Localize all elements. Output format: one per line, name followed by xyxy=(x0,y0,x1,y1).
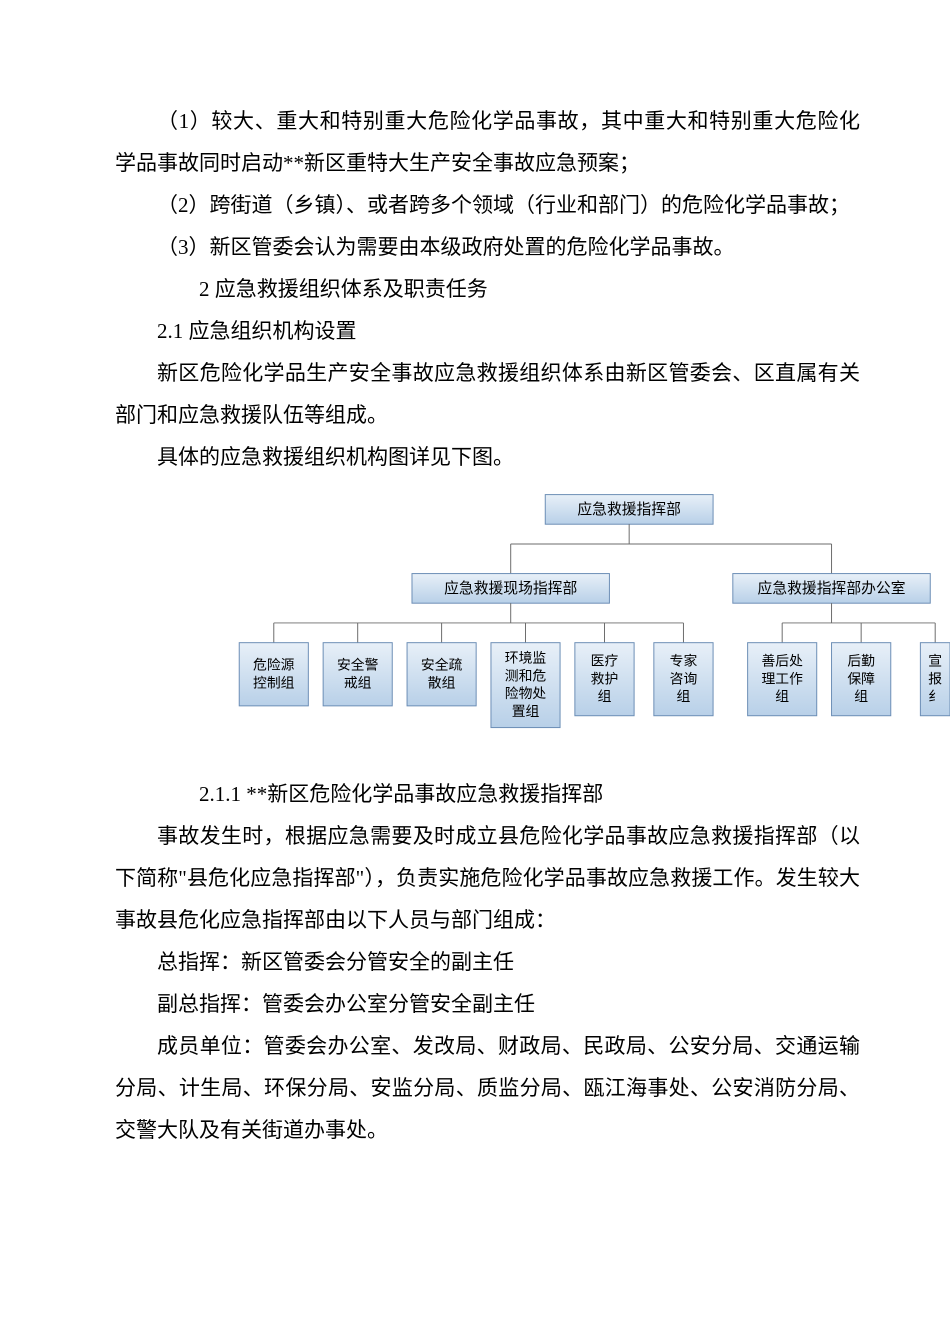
svg-text:宣: 宣 xyxy=(928,654,942,669)
section-title: 应急组织机构设置 xyxy=(189,319,357,343)
svg-text:咨询: 咨询 xyxy=(670,671,698,686)
svg-text:安全疏: 安全疏 xyxy=(421,657,463,673)
svg-text:保障: 保障 xyxy=(847,671,875,686)
svg-text:组: 组 xyxy=(854,689,868,704)
paragraph: （3）新区管委会认为需要由本级政府处置的危险化学品事故。 xyxy=(115,226,860,268)
svg-text:组: 组 xyxy=(598,689,612,704)
section-heading: 2.1.1 **新区危险化学品事故应急救援指挥部 xyxy=(115,773,860,815)
paragraph: 具体的应急救援组织机构图详见下图。 xyxy=(115,436,860,478)
section-heading: 2.1 应急组织机构设置 xyxy=(115,310,860,352)
svg-text:纟: 纟 xyxy=(928,689,942,704)
svg-text:应急救援指挥部: 应急救援指挥部 xyxy=(577,500,681,518)
section-number: 2.1.1 ** xyxy=(199,782,267,806)
svg-text:组: 组 xyxy=(677,689,691,704)
svg-text:危险源: 危险源 xyxy=(253,658,295,673)
svg-text:控制组: 控制组 xyxy=(253,675,295,690)
paragraph: （2）跨街道（乡镇）、或者跨多个领域（行业和部门）的危险化学品事故； xyxy=(115,184,860,226)
svg-text:环境监: 环境监 xyxy=(505,651,547,666)
svg-text:戒组: 戒组 xyxy=(344,675,372,690)
svg-text:后勤: 后勤 xyxy=(847,654,875,669)
svg-text:理工作: 理工作 xyxy=(761,671,803,686)
svg-text:组: 组 xyxy=(775,689,789,704)
svg-text:医疗: 医疗 xyxy=(591,654,619,669)
svg-text:善后处: 善后处 xyxy=(761,654,803,669)
svg-text:险物处: 险物处 xyxy=(505,686,547,701)
org-chart-svg: 应急救援指挥部应急救援现场指挥部 应急救援指挥部办公室危险源控制组 安全警戒组 安全疏… xyxy=(180,493,950,743)
svg-text:救护: 救护 xyxy=(591,671,619,686)
section-heading: 2 应急救援组织体系及职责任务 xyxy=(115,268,860,310)
svg-text:安全警: 安全警 xyxy=(337,657,379,673)
svg-text:报: 报 xyxy=(928,671,942,686)
svg-text:测和危: 测和危 xyxy=(505,668,547,683)
svg-text:置组: 置组 xyxy=(512,704,540,719)
paragraph: 成员单位：管委会办公室、发改局、财政局、民政局、公安分局、交通运输分局、计生局、… xyxy=(115,1025,860,1151)
chart-group: 应急救援指挥部应急救援现场指挥部 应急救援指挥部办公室危险源控制组 安全警戒组 安全疏… xyxy=(239,495,950,728)
section-number: 2.1 xyxy=(157,319,189,343)
paragraph: 总指挥：新区管委会分管安全的副主任 xyxy=(115,941,860,983)
paragraph: （1）较大、重大和特别重大危险化学品事故，其中重大和特别重大危险化学品事故同时启… xyxy=(115,100,860,184)
document-page: （1）较大、重大和特别重大危险化学品事故，其中重大和特别重大危险化学品事故同时启… xyxy=(0,0,950,1211)
svg-text:散组: 散组 xyxy=(428,675,456,690)
svg-text:应急救援现场指挥部: 应急救援现场指挥部 xyxy=(444,579,577,597)
paragraph: 事故发生时，根据应急需要及时成立县危险化学品事故应急救援指挥部（以下简称"县危化… xyxy=(115,815,860,941)
org-chart: 应急救援指挥部应急救援现场指挥部 应急救援指挥部办公室危险源控制组 安全警戒组 安全疏… xyxy=(180,493,950,743)
section-title: 新区危险化学品事故应急救援指挥部 xyxy=(267,782,603,806)
svg-text:应急救援指挥部办公室: 应急救援指挥部办公室 xyxy=(758,579,906,597)
paragraph: 新区危险化学品生产安全事故应急救援组织体系由新区管委会、区直属有关部门和应急救援… xyxy=(115,352,860,436)
paragraph: 副总指挥：管委会办公室分管安全副主任 xyxy=(115,983,860,1025)
svg-text:专家: 专家 xyxy=(670,653,698,669)
